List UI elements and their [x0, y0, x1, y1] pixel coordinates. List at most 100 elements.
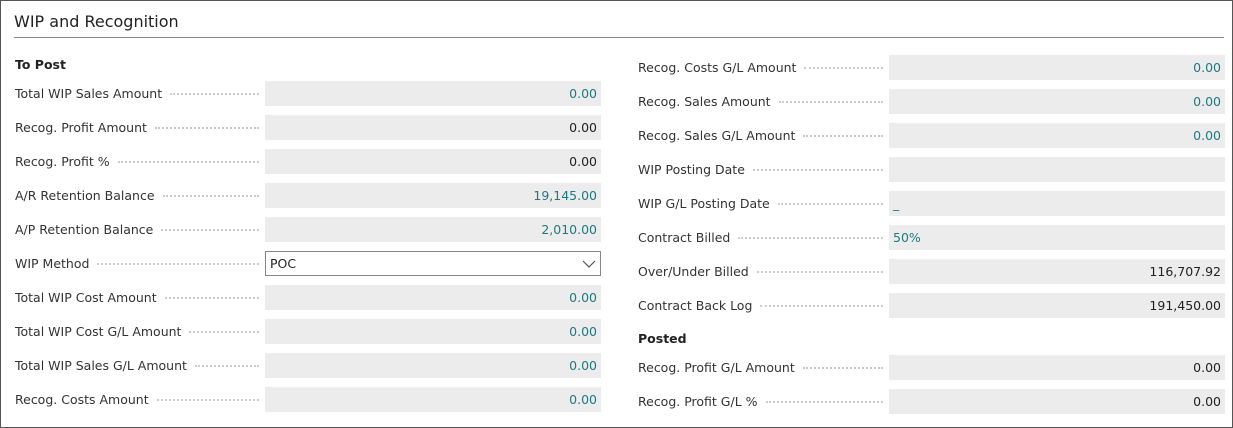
label-text: Total WIP Sales Amount — [15, 86, 163, 101]
leader-dots — [778, 100, 883, 103]
leader-dots — [765, 400, 883, 403]
value-text: 0.00 — [569, 120, 597, 135]
field-value[interactable] — [889, 157, 1225, 182]
value-text: _ — [893, 196, 900, 211]
field-value[interactable]: 0.00 — [889, 55, 1225, 80]
label-text: Recog. Costs G/L Amount — [638, 60, 797, 75]
field-label: Over/Under Billed — [638, 259, 889, 284]
value-text: 0.00 — [569, 392, 597, 407]
value-text: 0.00 — [569, 154, 597, 169]
field-label: WIP Posting Date — [638, 157, 889, 182]
leader-dots — [97, 262, 259, 265]
title-rule — [14, 37, 1224, 38]
field-value[interactable]: POC — [265, 251, 601, 276]
label-text: Contract Billed — [638, 230, 731, 245]
label-text: WIP G/L Posting Date — [638, 196, 770, 211]
field-value[interactable]: 0.00 — [265, 81, 601, 106]
field-value[interactable]: 0.00 — [265, 149, 601, 174]
value-text: 0.00 — [1193, 360, 1221, 375]
label-text: Recog. Profit G/L Amount — [638, 360, 795, 375]
dropdown-chevron[interactable] — [582, 259, 596, 269]
field-label: Recog. Profit % — [15, 149, 265, 174]
leader-dots — [760, 304, 883, 307]
leader-dots — [162, 194, 259, 197]
leader-dots — [756, 270, 883, 273]
value-text: 0.00 — [1193, 60, 1221, 75]
field-value[interactable]: 0.00 — [889, 355, 1225, 380]
label-text: Over/Under Billed — [638, 264, 749, 279]
field-label: Recog. Profit Amount — [15, 115, 265, 140]
field-value[interactable]: 0.00 — [265, 115, 601, 140]
label-text: Total WIP Sales G/L Amount — [15, 358, 187, 373]
field-label: WIP G/L Posting Date — [638, 191, 889, 216]
field-value[interactable]: 0.00 — [265, 319, 601, 344]
section-heading: Posted — [638, 331, 687, 346]
label-text: Recog. Profit Amount — [15, 120, 147, 135]
field-value[interactable]: 2,010.00 — [265, 217, 601, 242]
field-label: Contract Billed — [638, 225, 889, 250]
value-text: 0.00 — [1193, 94, 1221, 109]
value-text: 191,450.00 — [1149, 298, 1221, 313]
field-value[interactable]: _ — [889, 191, 1225, 216]
label-text: A/P Retention Balance — [15, 222, 154, 237]
leader-dots — [170, 92, 259, 95]
leader-dots — [777, 202, 883, 205]
value-text: 2,010.00 — [541, 222, 597, 237]
panel-title: WIP and Recognition — [14, 12, 179, 31]
field-label: Recog. Sales G/L Amount — [638, 123, 889, 148]
label-text: Recog. Profit G/L % — [638, 394, 758, 409]
field-value[interactable]: 50% — [889, 225, 1225, 250]
field-label: Contract Back Log — [638, 293, 889, 318]
field-label: Total WIP Cost Amount — [15, 285, 265, 310]
value-text: 116,707.92 — [1149, 264, 1221, 279]
field-value[interactable]: 0.00 — [889, 123, 1225, 148]
value-text: 0.00 — [1193, 128, 1221, 143]
value-text: 19,145.00 — [533, 188, 597, 203]
leader-dots — [803, 134, 883, 137]
leader-dots — [752, 168, 883, 171]
field-value[interactable]: 0.00 — [265, 285, 601, 310]
value-text: 0.00 — [569, 290, 597, 305]
field-label: A/R Retention Balance — [15, 183, 265, 208]
label-text: Recog. Sales G/L Amount — [638, 128, 796, 143]
field-label: Recog. Sales Amount — [638, 89, 889, 114]
leader-dots — [117, 160, 259, 163]
label-text: Total WIP Cost G/L Amount — [15, 324, 182, 339]
field-label: WIP Method — [15, 251, 265, 276]
field-value[interactable]: 0.00 — [889, 89, 1225, 114]
leader-dots — [189, 330, 259, 333]
field-label: Total WIP Sales Amount — [15, 81, 265, 106]
label-text: Recog. Profit % — [15, 154, 110, 169]
label-text: WIP Method — [15, 256, 90, 271]
field-label: Recog. Profit G/L Amount — [638, 355, 889, 380]
label-text: Total WIP Cost Amount — [15, 290, 157, 305]
field-value[interactable]: 0.00 — [265, 353, 601, 378]
value-text: 0.00 — [1193, 394, 1221, 409]
field-value[interactable]: 0.00 — [889, 389, 1225, 414]
field-value[interactable]: 0.00 — [265, 387, 601, 412]
label-text: Recog. Costs Amount — [15, 392, 149, 407]
section-heading: To Post — [15, 57, 66, 72]
label-text: WIP Posting Date — [638, 162, 745, 177]
leader-dots — [802, 366, 883, 369]
leader-dots — [738, 236, 883, 239]
value-text: 50% — [893, 230, 921, 245]
value-text: 0.00 — [569, 324, 597, 339]
field-value[interactable]: 116,707.92 — [889, 259, 1225, 284]
field-label: Total WIP Sales G/L Amount — [15, 353, 265, 378]
field-value[interactable]: 19,145.00 — [265, 183, 601, 208]
field-label: A/P Retention Balance — [15, 217, 265, 242]
value-text: 0.00 — [569, 86, 597, 101]
label-text: Recog. Sales Amount — [638, 94, 771, 109]
field-label: Total WIP Cost G/L Amount — [15, 319, 265, 344]
leader-dots — [164, 296, 259, 299]
field-label: Recog. Profit G/L % — [638, 389, 889, 414]
value-text: POC — [270, 256, 297, 271]
leader-dots — [161, 228, 259, 231]
leader-dots — [194, 364, 259, 367]
value-text: 0.00 — [569, 358, 597, 373]
leader-dots — [804, 66, 883, 69]
leader-dots — [154, 126, 259, 129]
field-value[interactable]: 191,450.00 — [889, 293, 1225, 318]
label-text: A/R Retention Balance — [15, 188, 155, 203]
